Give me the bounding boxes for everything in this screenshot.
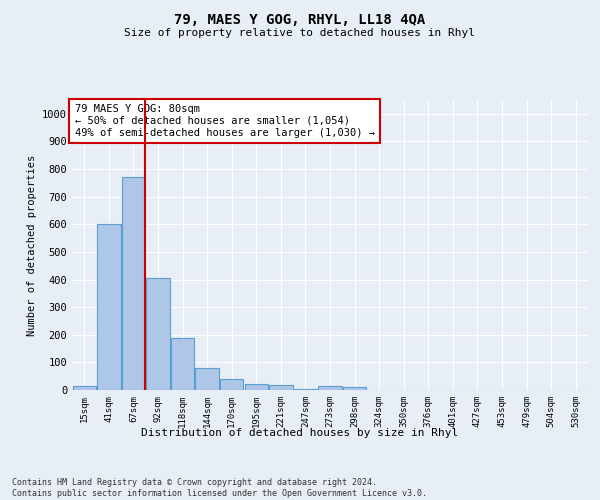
Text: 79, MAES Y GOG, RHYL, LL18 4QA: 79, MAES Y GOG, RHYL, LL18 4QA <box>175 12 425 26</box>
Bar <box>294 388 317 390</box>
Bar <box>319 386 341 390</box>
Bar <box>343 387 366 390</box>
Text: 79 MAES Y GOG: 80sqm
← 50% of detached houses are smaller (1,054)
49% of semi-de: 79 MAES Y GOG: 80sqm ← 50% of detached h… <box>74 104 374 138</box>
Bar <box>196 368 219 390</box>
Bar <box>73 386 96 390</box>
Text: Contains HM Land Registry data © Crown copyright and database right 2024.
Contai: Contains HM Land Registry data © Crown c… <box>12 478 427 498</box>
Bar <box>245 384 268 390</box>
Bar <box>220 379 244 390</box>
Text: Size of property relative to detached houses in Rhyl: Size of property relative to detached ho… <box>125 28 476 38</box>
Bar <box>269 385 293 390</box>
Bar <box>146 278 170 390</box>
Bar <box>97 224 121 390</box>
Text: Distribution of detached houses by size in Rhyl: Distribution of detached houses by size … <box>142 428 458 438</box>
Bar <box>122 178 145 390</box>
Bar <box>171 338 194 390</box>
Y-axis label: Number of detached properties: Number of detached properties <box>26 154 37 336</box>
